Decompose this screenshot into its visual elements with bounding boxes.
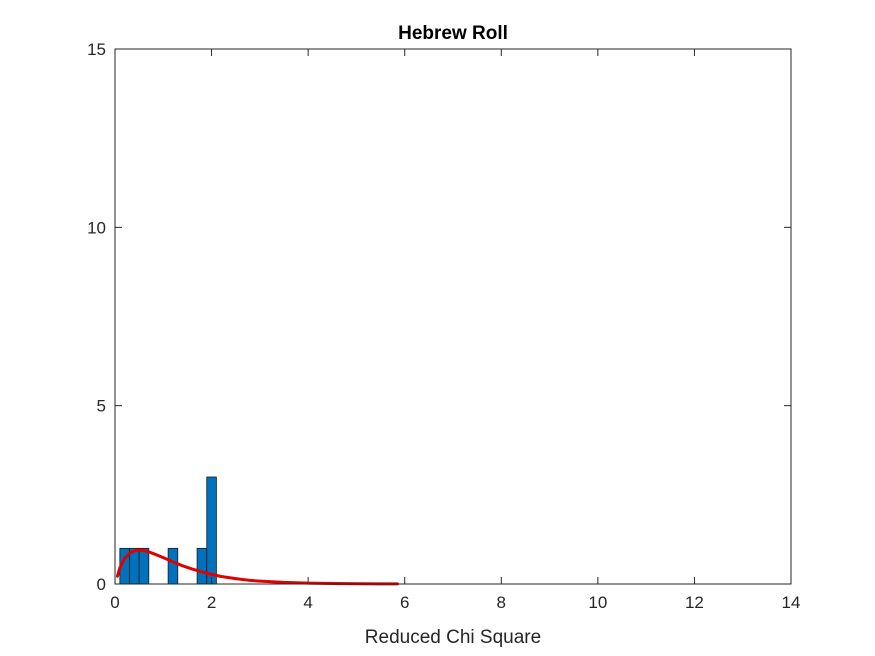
x-tick-label: 0 xyxy=(110,593,119,612)
histogram-bar xyxy=(206,476,217,585)
x-tick-label: 2 xyxy=(207,593,216,612)
chart-title: Hebrew Roll xyxy=(398,23,508,44)
histogram-bar xyxy=(138,547,150,585)
x-axis-label: Reduced Chi Square xyxy=(365,627,541,648)
x-tick-label: 10 xyxy=(588,593,607,612)
x-tick-label: 8 xyxy=(497,593,506,612)
fit-curve xyxy=(115,548,399,586)
x-tick-label: 4 xyxy=(303,593,312,612)
histogram-bar xyxy=(196,547,208,585)
x-tick-label: 6 xyxy=(400,593,409,612)
plot-frame xyxy=(114,48,792,585)
x-tick-label: 14 xyxy=(782,593,801,612)
x-tick-label: 12 xyxy=(685,593,704,612)
tick-labels: 0 2 4 6 8 10 12 14 0 5 10 15 xyxy=(87,40,800,612)
y-tick-label: 0 xyxy=(97,575,106,594)
y-tick-label: 15 xyxy=(87,40,106,59)
y-tick-label: 5 xyxy=(97,397,106,416)
histogram-bar xyxy=(167,547,179,585)
y-tick-label: 10 xyxy=(87,218,106,237)
plot-background xyxy=(115,49,791,584)
